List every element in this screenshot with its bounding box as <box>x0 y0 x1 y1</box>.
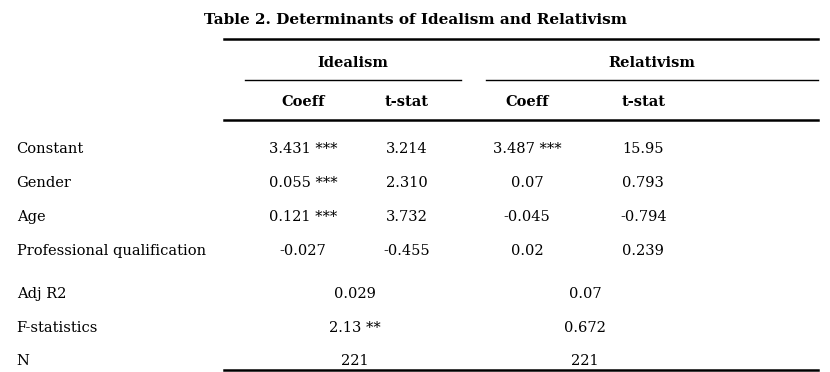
Text: Adj R2: Adj R2 <box>17 287 66 301</box>
Text: F-statistics: F-statistics <box>17 321 98 335</box>
Text: Idealism: Idealism <box>317 56 388 70</box>
Text: 0.029: 0.029 <box>334 287 376 301</box>
Text: 3.431 ***: 3.431 *** <box>269 142 337 156</box>
Text: Gender: Gender <box>17 176 71 190</box>
Text: 0.239: 0.239 <box>622 244 664 259</box>
Text: Age: Age <box>17 210 45 224</box>
Text: -0.794: -0.794 <box>620 210 666 224</box>
Text: 0.121 ***: 0.121 *** <box>269 210 337 224</box>
Text: t-stat: t-stat <box>621 95 666 109</box>
Text: 0.07: 0.07 <box>569 287 602 301</box>
Text: 0.793: 0.793 <box>622 176 664 190</box>
Text: 2.13 **: 2.13 ** <box>329 321 381 335</box>
Text: 3.732: 3.732 <box>386 210 427 224</box>
Text: 0.672: 0.672 <box>564 321 606 335</box>
Text: Constant: Constant <box>17 142 84 156</box>
Text: 15.95: 15.95 <box>622 142 664 156</box>
Text: 0.055 ***: 0.055 *** <box>269 176 337 190</box>
Text: Coeff: Coeff <box>505 95 549 109</box>
Text: 3.214: 3.214 <box>386 142 427 156</box>
Text: N: N <box>17 354 30 368</box>
Text: 221: 221 <box>341 354 369 368</box>
Text: Relativism: Relativism <box>608 56 695 70</box>
Text: -0.045: -0.045 <box>504 210 550 224</box>
Text: t-stat: t-stat <box>384 95 429 109</box>
Text: Professional qualification: Professional qualification <box>17 244 206 259</box>
Text: -0.027: -0.027 <box>280 244 326 259</box>
Text: 3.487 ***: 3.487 *** <box>493 142 561 156</box>
Text: Coeff: Coeff <box>281 95 325 109</box>
Text: 2.310: 2.310 <box>386 176 427 190</box>
Text: 221: 221 <box>571 354 599 368</box>
Text: -0.455: -0.455 <box>383 244 430 259</box>
Text: 0.07: 0.07 <box>510 176 544 190</box>
Text: 0.02: 0.02 <box>510 244 544 259</box>
Text: Table 2. Determinants of Idealism and Relativism: Table 2. Determinants of Idealism and Re… <box>203 13 627 27</box>
